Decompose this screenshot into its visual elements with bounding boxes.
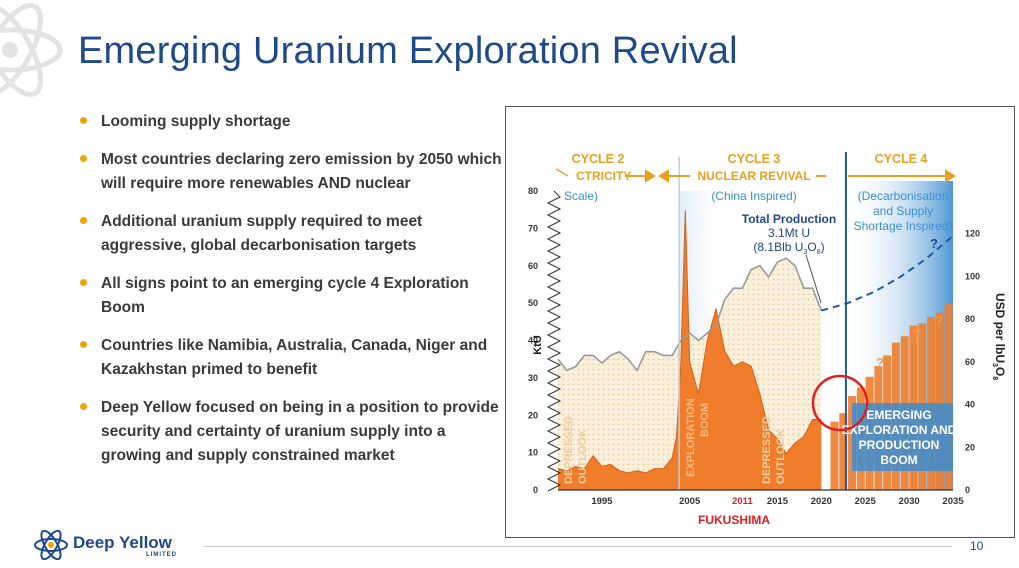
question-mark-3: ? bbox=[935, 313, 943, 328]
question-mark-1: ? bbox=[876, 355, 884, 370]
x-tick-label-2: 2011 bbox=[732, 496, 753, 507]
left-tick-label-5: 50 bbox=[528, 298, 538, 308]
projection-bar-12 bbox=[935, 312, 944, 490]
cycle-3-subtitle: NUCLEAR REVIVAL bbox=[697, 169, 810, 183]
exploration-area bbox=[558, 210, 822, 490]
deep-yellow-logo: Deep Yellow LIMITED bbox=[33, 530, 223, 562]
depressed-outlook-label-2b: OUTLOOK bbox=[775, 429, 787, 484]
x-tick-label-1: 2005 bbox=[679, 496, 701, 507]
bullet-dot-icon bbox=[80, 279, 87, 286]
question-mark-production: ? bbox=[930, 236, 938, 251]
cycle-2-scale-label: Scale) bbox=[564, 189, 598, 203]
depressed-outlook-label-2: DEPRESSED bbox=[761, 416, 773, 484]
cycle-2-subtitle: CTRICITY bbox=[576, 169, 631, 183]
atom-decoration bbox=[0, 3, 63, 97]
logo-subtitle: LIMITED bbox=[146, 552, 177, 558]
exploration-boom-label: EXPLORATION bbox=[685, 398, 697, 477]
atom-logo-icon bbox=[34, 530, 68, 560]
x-tick-label-0: 1995 bbox=[591, 496, 613, 507]
production-line bbox=[557, 257, 823, 372]
left-tick-label-4: 40 bbox=[528, 336, 538, 346]
fukushima-label: FUKUSHIMA bbox=[698, 513, 770, 527]
total-production-value: 3.1Mt U bbox=[768, 226, 810, 240]
left-axis-zigzag bbox=[546, 190, 562, 492]
left-tick-label-6: 60 bbox=[528, 261, 538, 271]
left-tick-label-2: 20 bbox=[528, 410, 538, 420]
x-tick-label-7: 2035 bbox=[942, 496, 964, 507]
emerging-label-2: EXPLORATION AND bbox=[842, 423, 957, 437]
projection-bar-1 bbox=[839, 413, 848, 490]
right-tick-label-0: 0 bbox=[965, 485, 970, 495]
bullet-item: Countries like Namibia, Australia, Canad… bbox=[78, 334, 508, 382]
left-tick-label-0: 0 bbox=[533, 485, 538, 495]
footer-divider bbox=[204, 546, 952, 547]
page-number: 10 bbox=[970, 539, 984, 553]
cycle-3-label: CYCLE 3 bbox=[728, 152, 781, 166]
bullet-list: Looming supply shortage Most countries d… bbox=[78, 110, 508, 482]
left-tick-label-8: 80 bbox=[528, 186, 538, 196]
question-mark-2: ? bbox=[913, 326, 921, 341]
x-tick-label-5: 2025 bbox=[855, 496, 877, 507]
cycle-4-label: CYCLE 4 bbox=[875, 152, 928, 166]
highlight-circle bbox=[811, 374, 869, 432]
bullet-text: All signs point to an emerging cycle 4 E… bbox=[101, 275, 469, 316]
cycle-4-subtitle-3: Shortage Inspired) bbox=[854, 219, 953, 233]
total-production-label: Total Production bbox=[742, 212, 836, 226]
left-tick-label-3: 30 bbox=[528, 373, 538, 383]
bullet-dot-icon bbox=[80, 117, 87, 124]
bullet-dot-icon bbox=[80, 403, 87, 410]
bullet-text: Countries like Namibia, Australia, Canad… bbox=[101, 337, 488, 378]
emerging-label-1: EMERGING bbox=[866, 408, 931, 422]
right-tick-label-1: 20 bbox=[965, 442, 975, 452]
cycle-4-subtitle-2: and Supply bbox=[873, 204, 933, 218]
total-production-leader bbox=[805, 254, 822, 304]
depressed-outlook-label-1: DEPRESSED bbox=[563, 416, 575, 484]
projection-bar-13 bbox=[944, 304, 953, 490]
bullet-dot-icon bbox=[80, 217, 87, 224]
logo-name: Deep Yellow bbox=[73, 533, 172, 552]
bullet-text: Looming supply shortage bbox=[101, 113, 291, 130]
right-tick-label-4: 80 bbox=[965, 314, 975, 324]
emerging-box bbox=[852, 403, 953, 471]
right-tick-label-6: 120 bbox=[965, 229, 980, 239]
bullet-item: All signs point to an emerging cycle 4 E… bbox=[78, 272, 508, 320]
right-tick-label-3: 60 bbox=[965, 357, 975, 367]
total-production-lbs: (8.1Blb U3O8) bbox=[753, 240, 824, 256]
uranium-cycle-chart: 0 10 20 30 40 50 60 70 80 0 20 40 60 80 100 120 1995 2005… bbox=[505, 106, 1015, 538]
exploration-line bbox=[557, 210, 822, 474]
exploration-boom-label-2: BOOM bbox=[699, 403, 711, 437]
bullet-text: Most countries declaring zero emission b… bbox=[101, 151, 502, 192]
bullet-item: Most countries declaring zero emission b… bbox=[78, 148, 508, 196]
emerging-label-4: BOOM bbox=[880, 453, 917, 467]
right-tick-label-5: 100 bbox=[965, 271, 980, 281]
emerging-label-3: PRODUCTION bbox=[859, 438, 940, 452]
right-axis-title: USD per lbU3O8 bbox=[991, 293, 1007, 380]
depressed-outlook-label-1b: OUTLOOK bbox=[577, 429, 589, 484]
x-tick-label-6: 2030 bbox=[899, 496, 920, 507]
x-tick-label-3: 2015 bbox=[767, 496, 789, 507]
production-projection-line bbox=[821, 235, 954, 312]
left-tick-label-7: 70 bbox=[528, 223, 538, 233]
cycle-arrows bbox=[555, 168, 956, 183]
right-tick-label-2: 40 bbox=[965, 400, 975, 410]
bullet-text: Deep Yellow focused on being in a positi… bbox=[101, 399, 499, 464]
bullet-item: Deep Yellow focused on being in a positi… bbox=[78, 396, 508, 468]
slide-title: Emerging Uranium Exploration Revival bbox=[78, 30, 738, 72]
cycle-4-subtitle-1: (Decarbonisation bbox=[858, 189, 949, 203]
bullet-item: Additional uranium supply required to me… bbox=[78, 210, 508, 258]
left-axis-title: KtU bbox=[532, 335, 544, 355]
cycle-3-china-label: (China Inspired) bbox=[711, 189, 796, 203]
cycle-2-label: CYCLE 2 bbox=[572, 152, 625, 166]
bullet-dot-icon bbox=[80, 341, 87, 348]
bullet-item: Looming supply shortage bbox=[78, 110, 508, 134]
projection-bar-0 bbox=[830, 421, 839, 490]
bullet-dot-icon bbox=[80, 155, 87, 162]
left-tick-label-1: 10 bbox=[528, 448, 538, 458]
bullet-text: Additional uranium supply required to me… bbox=[101, 213, 423, 254]
x-tick-label-4: 2020 bbox=[811, 496, 832, 507]
